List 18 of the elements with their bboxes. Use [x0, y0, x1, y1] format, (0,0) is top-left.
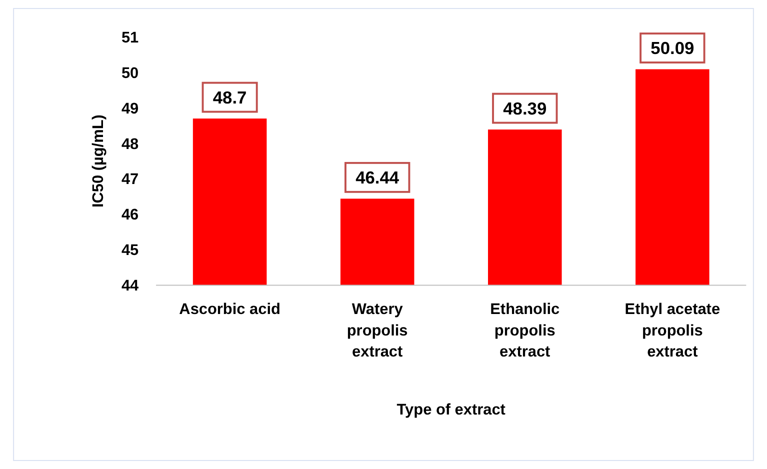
y-tick-label: 45 — [121, 242, 140, 260]
y-tick-label: 47 — [121, 171, 139, 188]
y-tick-label: 49 — [121, 100, 140, 118]
data-label: 48.39 — [503, 98, 547, 118]
y-tick-label: 48 — [121, 136, 140, 153]
data-label: 50.09 — [650, 38, 694, 58]
x-tick-label: Ethanolic propolis extract — [490, 301, 560, 361]
y-axis-title: IC50 (µg/mL) — [90, 114, 107, 208]
data-label: 46.44 — [356, 168, 400, 188]
x-tick-label: Watery propolis extract — [346, 301, 408, 361]
y-tick-label: 46 — [121, 206, 140, 224]
data-label: 48.7 — [212, 87, 247, 108]
x-tick-label: Ethyl acetate propolis extract — [624, 301, 720, 361]
y-tick-label: 51 — [121, 29, 140, 46]
x-tick-label: Ascorbic acid — [179, 301, 280, 318]
y-tick-label: 44 — [121, 278, 140, 295]
y-tick-label: 50 — [121, 64, 139, 82]
x-axis-title: Type of extract — [396, 402, 506, 419]
